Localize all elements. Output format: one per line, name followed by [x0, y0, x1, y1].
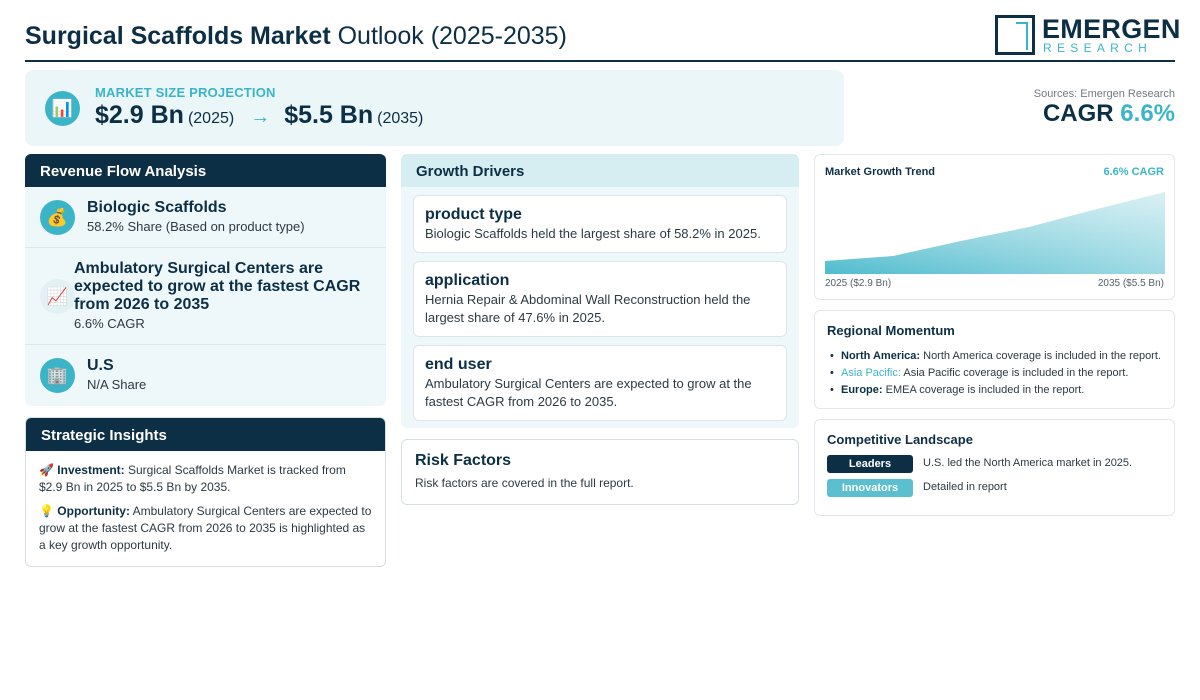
- page-title: Surgical Scaffolds Market Outlook (2025-…: [25, 22, 567, 51]
- competitive-row: Innovators Detailed in report: [827, 479, 1162, 497]
- leaders-badge: Leaders: [827, 455, 913, 473]
- risk-factors-card: Risk Factors Risk factors are covered in…: [401, 439, 799, 505]
- page-title-rest: Outlook (2025-2035): [330, 22, 567, 50]
- region-text: EMEA coverage is included in the report.: [882, 384, 1085, 396]
- region-name: Europe:: [841, 384, 883, 396]
- insights-body: 🚀 Investment: Surgical Scaffolds Market …: [26, 451, 385, 554]
- driver-title: product type: [425, 206, 522, 223]
- driver-title: end user: [425, 356, 492, 373]
- regional-momentum-title: Regional Momentum: [827, 323, 955, 338]
- regional-momentum-card: Regional Momentum North America: North A…: [814, 310, 1175, 409]
- driver-text: Hernia Repair & Abdominal Wall Reconstru…: [425, 292, 751, 325]
- growth-drivers-card: Growth Drivers product type Biologic Sca…: [401, 154, 799, 428]
- revenue-flow-card: Revenue Flow Analysis 💰 Biologic Scaffol…: [25, 154, 386, 406]
- competitive-landscape-card: Competitive Landscape Leaders U.S. led t…: [814, 419, 1175, 516]
- trend-chart-icon: 📈: [40, 279, 75, 314]
- risk-factors-text: Risk factors are covered in the full rep…: [415, 476, 634, 490]
- insight-label: Opportunity:: [57, 504, 130, 518]
- list-item: Europe: EMEA coverage is included in the…: [827, 382, 1162, 399]
- building-icon: 🏢: [40, 358, 75, 393]
- driver-text: Biologic Scaffolds held the largest shar…: [425, 226, 761, 241]
- revenue-flow-title: Revenue Flow Analysis: [25, 154, 386, 187]
- trend-start-label: 2025 ($2.9 Bn): [825, 278, 892, 289]
- projection-end-year: (2035): [377, 110, 424, 127]
- growth-drivers-title: Growth Drivers: [401, 154, 799, 187]
- revenue-item-title: U.S: [87, 357, 114, 374]
- revenue-item-title: Biologic Scaffolds: [87, 199, 227, 216]
- insight-label: Investment:: [57, 463, 125, 477]
- revenue-item-sub: 58.2% Share (Based on product type): [87, 219, 305, 234]
- logo-subtitle: RESEARCH: [1043, 41, 1153, 55]
- driver-text: Ambulatory Surgical Centers are expected…: [425, 376, 752, 409]
- projection-values: $2.9 Bn (2025) → $5.5 Bn (2035): [95, 101, 423, 130]
- driver-item: application Hernia Repair & Abdominal Wa…: [413, 261, 787, 337]
- trend-cagr: 6.6% CAGR: [1103, 166, 1164, 178]
- trend-area-highlight: [825, 192, 1165, 274]
- emergen-logo: EMERGEN RESEARCH: [995, 14, 1180, 56]
- list-item: North America: North America coverage is…: [827, 348, 1162, 365]
- insight-item: 🚀 Investment: Surgical Scaffolds Market …: [39, 462, 372, 496]
- list-item: Asia Pacific: Asia Pacific coverage is i…: [827, 365, 1162, 382]
- driver-item: product type Biologic Scaffolds held the…: [413, 195, 787, 253]
- revenue-item: 🏢 U.S N/A Share: [25, 345, 386, 406]
- revenue-item: 💰 Biologic Scaffolds 58.2% Share (Based …: [25, 187, 386, 248]
- region-name: Asia Pacific:: [841, 367, 901, 379]
- trend-end-label: 2035 ($5.5 Bn): [1097, 278, 1164, 289]
- trend-title: Market Growth Trend: [825, 166, 936, 178]
- competitive-text: U.S. led the North America market in 202…: [923, 457, 1133, 469]
- money-bag-icon: 💰: [40, 200, 75, 235]
- projection-end-value: $5.5 Bn: [284, 101, 374, 129]
- driver-item: end user Ambulatory Surgical Centers are…: [413, 345, 787, 421]
- insight-text: Ambulatory Surgical Centers are expected…: [39, 504, 372, 552]
- market-size-projection: 📊 MARKET SIZE PROJECTION $2.9 Bn (2025) → $…: [25, 70, 844, 146]
- region-name: North America:: [841, 350, 921, 362]
- revenue-item-sub: 6.6% CAGR: [74, 316, 145, 331]
- revenue-item: 📈 Ambulatory Surgical Centers are expect…: [25, 248, 386, 345]
- competitive-row: Leaders U.S. led the North America marke…: [827, 455, 1162, 473]
- competitive-text: Detailed in report: [923, 481, 1007, 493]
- region-text: Asia Pacific coverage is included in the…: [900, 367, 1129, 379]
- arrow-right-icon: →: [250, 106, 271, 128]
- strategic-insights-card: Strategic Insights 🚀 Investment: Surgica…: [25, 417, 386, 567]
- regional-list: North America: North America coverage is…: [827, 348, 1162, 399]
- competitive-landscape-title: Competitive Landscape: [827, 432, 973, 447]
- strategic-insights-title: Strategic Insights: [26, 418, 385, 451]
- driver-title: application: [425, 272, 510, 289]
- logo-name: EMERGEN: [1042, 14, 1181, 44]
- revenue-item-title: Ambulatory Surgical Centers are expected…: [74, 260, 361, 313]
- projection-label: MARKET SIZE PROJECTION: [95, 85, 276, 100]
- page-title-bold: Surgical Scaffolds Market: [25, 22, 331, 50]
- risk-factors-title: Risk Factors: [415, 452, 512, 469]
- market-growth-trend-card: Market Growth Trend 6.6% CAGR 2025 ($2.9…: [814, 154, 1175, 300]
- insight-item: 💡 Opportunity: Ambulatory Surgical Cente…: [39, 503, 372, 554]
- rocket-icon: 🚀: [39, 463, 54, 477]
- sources-text: Sources: Emergen Research: [1033, 88, 1175, 100]
- cagr-value: 6.6%: [1120, 100, 1175, 127]
- innovators-badge: Innovators: [827, 479, 913, 497]
- logo-mark-icon: [995, 15, 1035, 55]
- page-header: Surgical Scaffolds Market Outlook (2025-…: [25, 12, 1180, 62]
- revenue-item-sub: N/A Share: [87, 377, 147, 392]
- cagr-label: CAGR: [1042, 100, 1114, 127]
- projection-start-year: (2025): [187, 110, 235, 127]
- cagr-headline: CAGR 6.6%: [1043, 100, 1175, 128]
- projection-start-value: $2.9 Bn: [95, 101, 184, 129]
- bar-chart-icon: 📊: [45, 91, 80, 126]
- trend-area-chart: [825, 192, 1165, 274]
- insight-text: Surgical Scaffolds Market is tracked fro…: [39, 463, 346, 494]
- region-text: North America coverage is included in th…: [920, 350, 1161, 362]
- lightbulb-icon: 💡: [39, 504, 54, 518]
